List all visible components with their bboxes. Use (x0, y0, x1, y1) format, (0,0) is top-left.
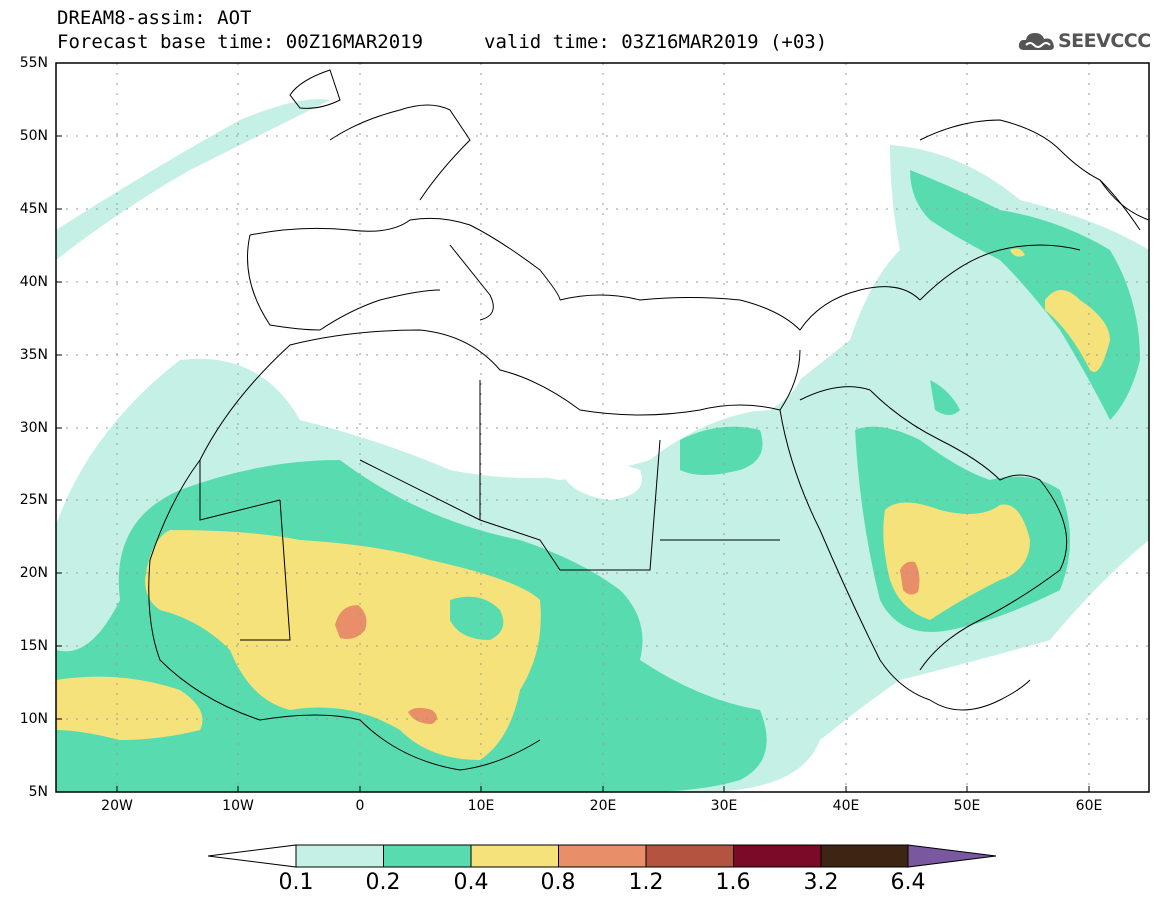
colorbar-label: 0.1 (278, 870, 314, 895)
cloud-icon (1018, 33, 1054, 50)
lon-label: 10W (222, 798, 254, 814)
colorbar-cell (470, 844, 559, 868)
colorbar-high-arrow (907, 844, 997, 868)
coastlines (148, 69, 1149, 771)
colorbar-label: 0.2 (365, 870, 401, 895)
colorbar-cell (383, 844, 472, 868)
lat-label: 10N (19, 711, 48, 727)
lon-label: 50E (953, 798, 981, 814)
lat-label: 25N (19, 492, 48, 508)
lon-label: 0 (355, 798, 365, 814)
colorbar-label: 6.4 (890, 870, 926, 895)
lat-label: 5N (28, 784, 48, 800)
lat-label: 20N (19, 565, 48, 581)
colorbar-cell (295, 844, 384, 868)
colorbar-cells (295, 844, 909, 868)
axis-ticks (56, 62, 1090, 792)
colorbar-cell (645, 844, 734, 868)
valid-time: valid time: 03Z16MAR2019 (+03) (484, 31, 828, 53)
map-graticule (56, 63, 1149, 792)
colorbar-cell (733, 844, 822, 868)
lat-label: 15N (19, 638, 48, 654)
lon-label: 20W (101, 798, 133, 814)
aot-fields (56, 63, 1149, 792)
lon-label: 20E (589, 798, 617, 814)
forecast-base-time: Forecast base time: 00Z16MAR2019 (57, 31, 424, 53)
seevccc-logo: SEEVCCC (1018, 28, 1151, 56)
aot-level-0.8 (335, 561, 920, 724)
lat-label: 40N (19, 274, 48, 290)
lon-label: 10E (467, 798, 495, 814)
colorbar-cell (558, 844, 647, 868)
logo-text: SEEVCCC (1058, 30, 1151, 52)
lon-label: 30E (710, 798, 738, 814)
colorbar-label: 1.6 (715, 870, 751, 895)
lat-label: 55N (19, 55, 48, 71)
lon-label: 60E (1075, 798, 1103, 814)
colorbar-label: 3.2 (803, 870, 839, 895)
lat-label: 45N (19, 201, 48, 217)
colorbar-cell (820, 844, 909, 868)
aot-level-0.4 (56, 248, 1110, 760)
lat-label: 35N (19, 347, 48, 363)
lat-label: 30N (19, 420, 48, 436)
colorbar-label: 1.2 (628, 870, 664, 895)
colorbar-low-arrow (207, 844, 297, 868)
colorbar-label: 0.8 (540, 870, 576, 895)
map-title: DREAM8-assim: AOT (57, 7, 252, 29)
lat-label: 50N (19, 128, 48, 144)
lon-label: 40E (832, 798, 860, 814)
colorbar-label: 0.4 (453, 870, 489, 895)
